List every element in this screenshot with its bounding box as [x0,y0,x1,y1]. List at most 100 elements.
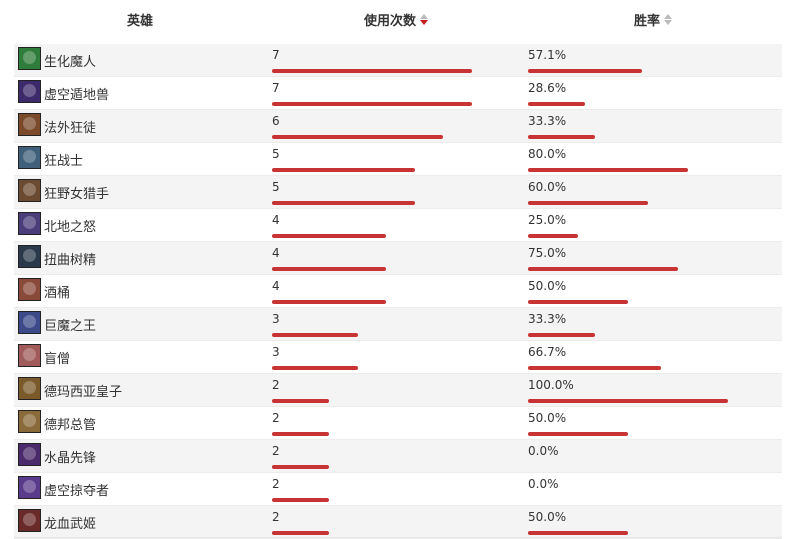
win-rate: 25.0% [528,213,567,227]
uses-bar [272,300,386,304]
uses-bar [272,366,358,370]
win-rate: 100.0% [528,378,574,392]
table-row[interactable]: 虚空掠夺者 2 0.0% [14,473,782,506]
win-rate: 75.0% [528,246,567,260]
sort-desc-icon[interactable] [420,14,429,26]
champion-avatar-icon [18,344,41,367]
uses-bar [272,432,329,436]
champion-avatar-icon [18,509,41,532]
hero-name: 虚空掠夺者 [44,484,110,499]
champion-avatar-icon [18,212,41,235]
uses-count: 2 [272,477,280,491]
uses-count: 2 [272,510,280,524]
hero-name: 盲僧 [44,352,71,367]
hero-name: 扭曲树精 [44,253,97,268]
uses-count: 4 [272,279,280,293]
win-rate-bar [528,69,642,73]
table-row[interactable]: 生化魔人 7 57.1% [14,44,782,77]
win-rate: 0.0% [528,444,559,458]
uses-count: 4 [272,213,280,227]
win-rate-bar [528,432,628,436]
champion-avatar-icon [18,476,41,499]
champion-avatar-icon [18,80,41,103]
sort-icon[interactable] [664,14,673,26]
win-rate: 33.3% [528,312,567,326]
win-rate: 66.7% [528,345,567,359]
uses-count: 3 [272,312,280,326]
win-rate-bar [528,102,585,106]
hero-name: 德邦总管 [44,418,97,433]
uses-bar [272,498,329,502]
table-row[interactable]: 北地之怒 4 25.0% [14,209,782,242]
hero-name: 酒桶 [44,286,71,301]
uses-count: 4 [272,246,280,260]
champion-avatar-icon [18,245,41,268]
uses-bar [272,465,329,469]
table-row[interactable]: 狂战士 5 80.0% [14,143,782,176]
uses-bar [272,168,415,172]
win-rate: 80.0% [528,147,567,161]
column-header-uses-label[interactable]: 使用次数 [364,14,417,29]
uses-count: 2 [272,444,280,458]
table-row[interactable]: 德邦总管 2 50.0% [14,407,782,440]
uses-bar [272,399,329,403]
champion-avatar-icon [18,377,41,400]
table-row[interactable]: 水晶先锋 2 0.0% [14,440,782,473]
hero-name: 法外狂徒 [44,121,97,136]
uses-bar [272,201,415,205]
column-header-rate[interactable]: 胜率 [634,10,673,29]
win-rate-bar [528,135,595,139]
table-body: 生化魔人 7 57.1% 虚空遁地兽 7 28.6% 法外狂徒 6 33.3% 狂战士 5 80.0%… [14,44,782,539]
win-rate: 28.6% [528,81,567,95]
hero-name: 狂战士 [44,154,84,169]
uses-count: 6 [272,114,280,128]
table-row[interactable]: 龙血武姬 2 50.0% [14,506,782,539]
win-rate: 50.0% [528,510,567,524]
uses-bar [272,102,472,106]
hero-name: 德玛西亚皇子 [44,385,123,400]
hero-name: 狂野女猎手 [44,187,110,202]
uses-count: 7 [272,48,280,62]
table-row[interactable]: 巨魔之王 3 33.3% [14,308,782,341]
win-rate: 60.0% [528,180,567,194]
win-rate: 57.1% [528,48,567,62]
hero-name: 龙血武姬 [44,517,97,532]
uses-bar [272,135,443,139]
hero-name: 北地之怒 [44,220,97,235]
column-header-rate-label[interactable]: 胜率 [634,14,661,29]
uses-count: 5 [272,180,280,194]
table-row[interactable]: 盲僧 3 66.7% [14,341,782,374]
win-rate: 50.0% [528,411,567,425]
champion-avatar-icon [18,146,41,169]
uses-count: 5 [272,147,280,161]
champion-avatar-icon [18,113,41,136]
uses-count: 7 [272,81,280,95]
win-rate-bar [528,201,648,205]
column-header-hero-label: 英雄 [127,14,154,29]
win-rate-bar [528,333,595,337]
uses-bar [272,531,329,535]
uses-count: 2 [272,378,280,392]
win-rate-bar [528,531,628,535]
uses-bar [272,333,358,337]
table-row[interactable]: 酒桶 4 50.0% [14,275,782,308]
uses-bar [272,69,472,73]
column-header-uses[interactable]: 使用次数 [364,10,429,29]
win-rate-bar [528,267,678,271]
uses-count: 2 [272,411,280,425]
table-row[interactable]: 德玛西亚皇子 2 100.0% [14,374,782,407]
table-row[interactable]: 虚空遁地兽 7 28.6% [14,77,782,110]
win-rate-bar [528,399,728,403]
win-rate: 33.3% [528,114,567,128]
champion-avatar-icon [18,311,41,334]
champion-avatar-icon [18,443,41,466]
win-rate: 0.0% [528,477,559,491]
table-row[interactable]: 法外狂徒 6 33.3% [14,110,782,143]
table-row[interactable]: 狂野女猎手 5 60.0% [14,176,782,209]
table-row[interactable]: 扭曲树精 4 75.0% [14,242,782,275]
hero-name: 巨魔之王 [44,319,97,334]
hero-name: 生化魔人 [44,55,97,70]
hero-name: 水晶先锋 [44,451,97,466]
uses-count: 3 [272,345,280,359]
